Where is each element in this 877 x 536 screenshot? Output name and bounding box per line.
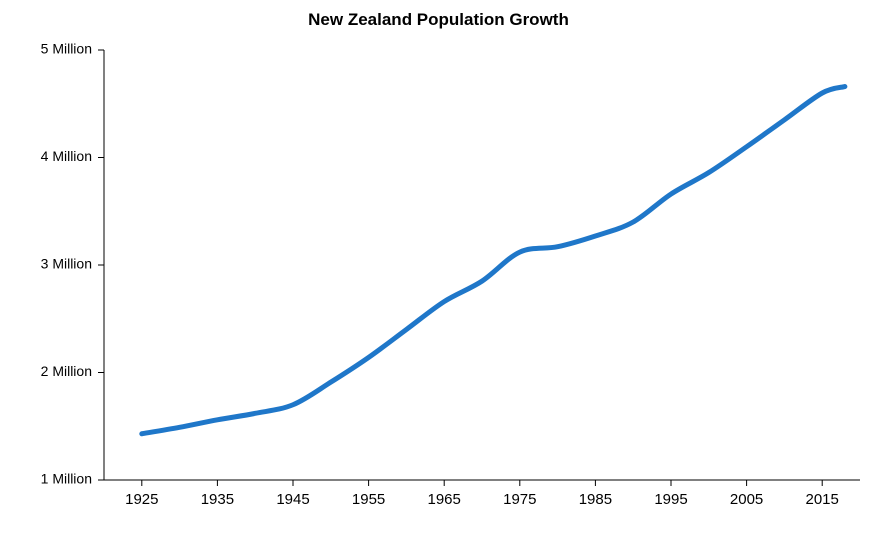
x-tick-label: 2015 (806, 491, 839, 508)
y-tick-label: 4 Million (41, 148, 92, 164)
x-tick-label: 1955 (352, 491, 385, 508)
line-chart: 1 Million 2 Million 3 Million 4 Million 5 Mi… (0, 0, 877, 536)
x-tick-label: 1975 (503, 491, 536, 508)
x-tick-label: 1985 (579, 491, 612, 508)
x-tick-label: 1945 (276, 491, 309, 508)
chart-title: New Zealand Population Growth (0, 10, 877, 30)
y-tick-label: 5 Million (41, 41, 92, 57)
x-tick-label: 1995 (654, 491, 687, 508)
x-tick-label: 1935 (201, 491, 234, 508)
series-line (142, 87, 845, 434)
x-tick-label: 1925 (125, 491, 158, 508)
y-tick-label: 1 Million (41, 471, 92, 487)
y-tick-label: 2 Million (41, 363, 92, 379)
x-tick-label: 1965 (428, 491, 461, 508)
chart-container: New Zealand Population Growth 1 Million 2… (0, 0, 877, 536)
y-tick-label: 3 Million (41, 256, 92, 272)
x-tick-label: 2005 (730, 491, 763, 508)
